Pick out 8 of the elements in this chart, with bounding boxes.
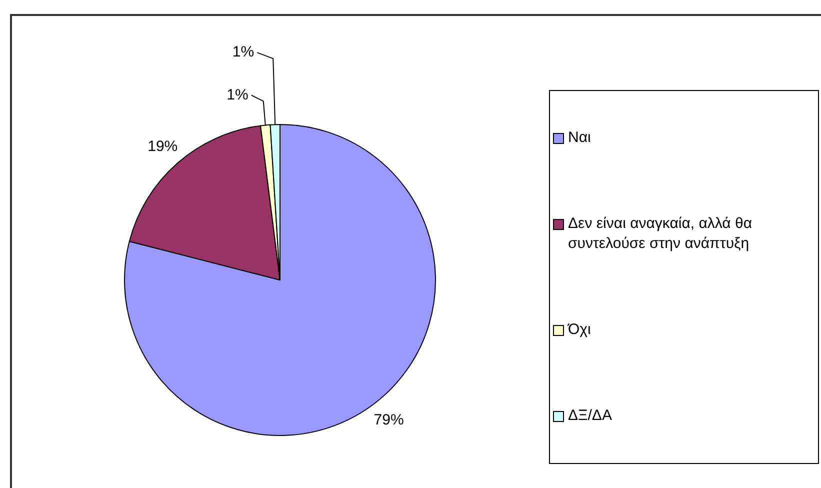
legend-label: ΔΞ/ΔΑ bbox=[568, 406, 612, 426]
data-label: 1% bbox=[226, 86, 248, 104]
data-label: 79% bbox=[374, 411, 404, 428]
legend-label: Όχι bbox=[568, 320, 591, 340]
data-label: 1% bbox=[232, 44, 254, 61]
legend-label: Ναι bbox=[568, 128, 591, 148]
data-label: 19% bbox=[148, 138, 178, 155]
legend-label: Δεν είναι αναγκαία, αλλά θα συντελούσε στην ανάπτυξη bbox=[568, 214, 754, 254]
